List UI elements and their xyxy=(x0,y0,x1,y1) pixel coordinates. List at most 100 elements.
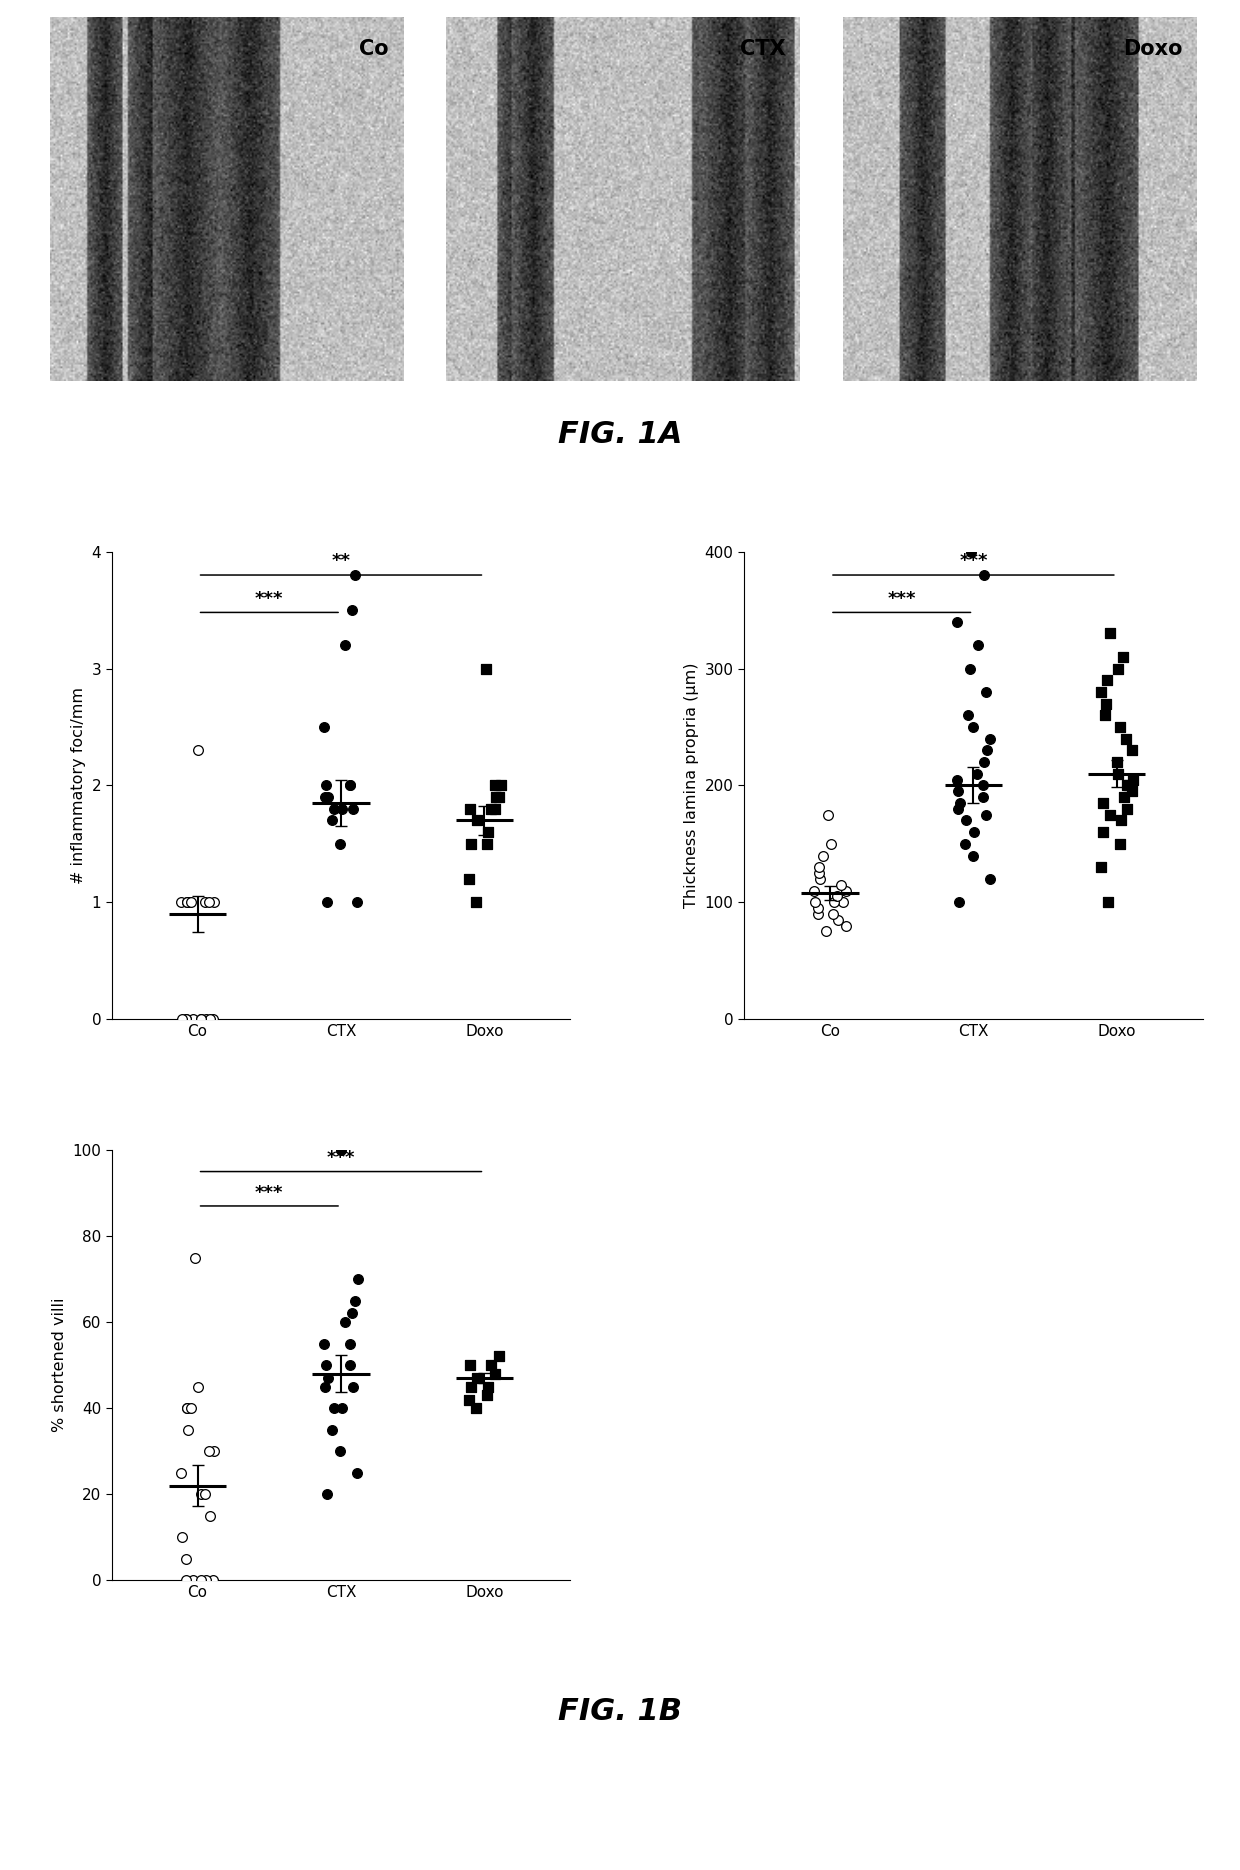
Point xyxy=(191,1479,211,1509)
Point xyxy=(341,1328,361,1358)
Point xyxy=(324,793,343,823)
Point xyxy=(331,1436,351,1466)
Point xyxy=(341,770,361,800)
Point xyxy=(977,735,997,765)
Text: ***: *** xyxy=(888,589,916,608)
Point xyxy=(466,886,486,916)
Point xyxy=(805,886,825,916)
Point xyxy=(335,1307,355,1337)
Point xyxy=(1114,782,1133,812)
Point xyxy=(1122,735,1142,765)
Point xyxy=(1107,746,1127,776)
Point xyxy=(963,712,983,742)
Point xyxy=(467,806,487,836)
Point xyxy=(967,759,987,789)
Point xyxy=(347,1459,367,1489)
Point xyxy=(195,1479,215,1509)
Point xyxy=(816,916,836,946)
Point xyxy=(959,699,978,729)
Point xyxy=(1122,776,1142,806)
Point xyxy=(836,875,856,905)
Point xyxy=(810,864,830,894)
Point xyxy=(808,894,828,924)
Text: Co: Co xyxy=(360,39,389,58)
Y-axis label: % shortened villi: % shortened villi xyxy=(52,1298,67,1432)
Point xyxy=(980,864,999,894)
Point xyxy=(956,806,976,836)
Point xyxy=(821,828,841,858)
Point xyxy=(191,1004,211,1034)
Point xyxy=(1114,641,1133,671)
Point xyxy=(324,1393,343,1423)
Point xyxy=(200,886,219,916)
Point xyxy=(184,1565,203,1595)
Point xyxy=(315,782,335,812)
Point xyxy=(1100,800,1120,830)
Point xyxy=(1117,770,1137,800)
Point xyxy=(467,1363,487,1393)
Point xyxy=(950,886,970,916)
Point xyxy=(955,828,975,858)
Point xyxy=(331,1135,351,1165)
Point xyxy=(490,1341,510,1371)
Point xyxy=(477,828,497,858)
Point xyxy=(345,559,365,589)
Point xyxy=(332,793,352,823)
Point xyxy=(1097,666,1117,696)
Point xyxy=(342,595,362,625)
Point xyxy=(461,1373,481,1402)
Point xyxy=(181,886,201,916)
Point xyxy=(347,1264,367,1294)
Point xyxy=(949,776,968,806)
Point xyxy=(460,793,480,823)
Point xyxy=(317,1363,337,1393)
Point xyxy=(196,1565,216,1595)
Point xyxy=(832,870,852,899)
Point xyxy=(466,1393,486,1423)
Text: FIG. 1A: FIG. 1A xyxy=(558,421,682,449)
Point xyxy=(1118,770,1138,800)
Point xyxy=(1092,787,1112,817)
Point xyxy=(968,630,988,660)
Text: FIG. 1B: FIG. 1B xyxy=(558,1696,682,1726)
Point xyxy=(804,875,823,905)
Point xyxy=(316,770,336,800)
Point xyxy=(322,1414,342,1444)
Point xyxy=(332,1393,352,1423)
Point xyxy=(188,735,208,765)
Point xyxy=(191,1565,211,1595)
Point xyxy=(828,905,848,935)
Point xyxy=(1110,712,1130,742)
Point xyxy=(317,886,337,916)
Point xyxy=(317,782,337,812)
Point xyxy=(1111,806,1131,836)
Point xyxy=(184,1004,203,1034)
Point xyxy=(486,782,506,812)
Point xyxy=(201,1004,221,1034)
Point xyxy=(479,817,498,847)
Point xyxy=(1107,653,1127,683)
Point xyxy=(1123,765,1143,795)
Point xyxy=(1110,828,1130,858)
Point xyxy=(963,840,983,870)
Point xyxy=(201,1500,221,1530)
Point xyxy=(947,606,967,636)
Point xyxy=(813,840,833,870)
Point xyxy=(961,537,981,567)
Point xyxy=(335,630,355,660)
Point xyxy=(200,1436,219,1466)
Point xyxy=(347,886,367,916)
Point xyxy=(340,770,360,800)
Point xyxy=(946,765,966,795)
Point xyxy=(1096,688,1116,718)
Text: Doxo: Doxo xyxy=(1123,39,1183,58)
Point xyxy=(191,1004,211,1034)
Point xyxy=(460,1350,480,1380)
Point xyxy=(972,782,992,812)
Point xyxy=(823,886,843,916)
Point xyxy=(1091,677,1111,707)
Point xyxy=(833,886,853,916)
Point xyxy=(976,677,996,707)
Point xyxy=(1117,793,1137,823)
Point xyxy=(203,886,223,916)
